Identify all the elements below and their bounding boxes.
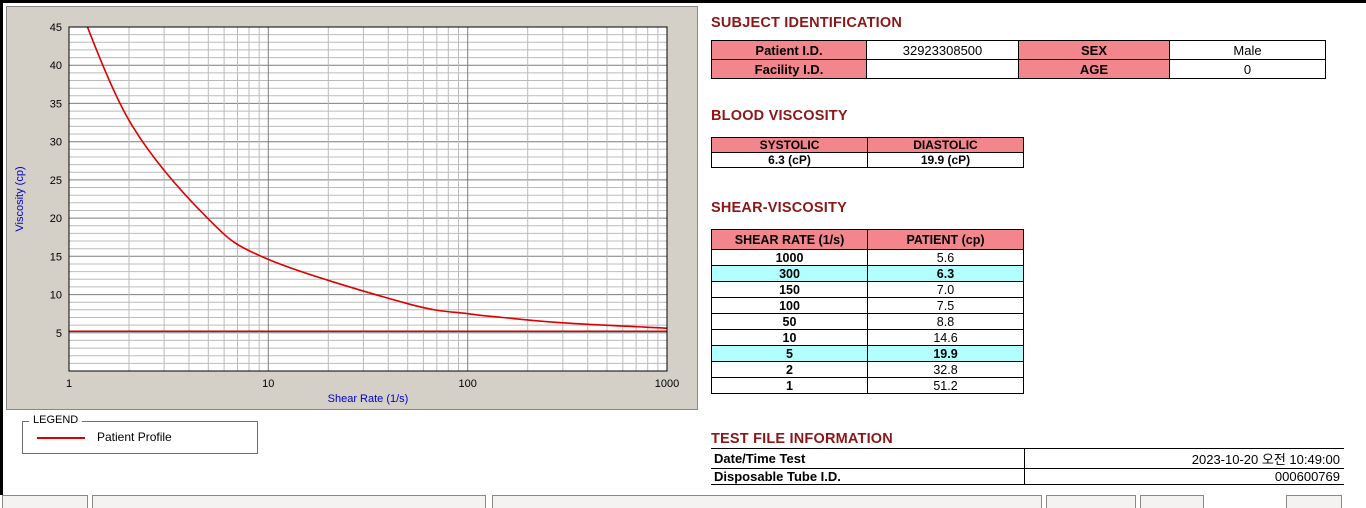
x-tick-label: 100	[459, 378, 477, 390]
shear-viscosity-row: 2 32.8	[711, 361, 1024, 378]
shear-viscosity-row: 1 51.2	[711, 377, 1024, 394]
age-value: 0	[1169, 59, 1326, 79]
shear-viscosity-chart: 5 10 15 20 25 30 35 40 45 1 10 100 1000 Shear Rate (1…	[14, 22, 679, 405]
table-row: Disposable Tube I.D. 000600769	[711, 468, 1344, 485]
subject-identification-title: SUBJECT IDENTIFICATION	[711, 15, 903, 31]
y-axis-label: Viscosity (cp)	[14, 166, 26, 231]
table-header-row: SHEAR RATE (1/s) PATIENT (cp)	[711, 229, 1024, 250]
shear-viscosity-row: 1000 5.6	[711, 249, 1024, 266]
diastolic-header: DIASTOLIC	[867, 137, 1024, 153]
table-row: Facility I.D. AGE 0	[711, 59, 1326, 79]
subject-identification-table: Patient I.D. 32923308500 SEX Male Facili…	[711, 40, 1326, 79]
window-border-top	[0, 0, 1366, 3]
systolic-header: SYSTOLIC	[711, 137, 868, 153]
facility-id-value	[866, 59, 1019, 79]
window-border-left	[0, 0, 3, 495]
patient-value-cell: 8.8	[867, 313, 1024, 330]
diastolic-value: 19.9 (cP)	[867, 152, 1024, 168]
shear-viscosity-row: 100 7.5	[711, 297, 1024, 314]
shear-viscosity-table: SHEAR RATE (1/s) PATIENT (cp) 1000 5.6 300…	[711, 229, 1024, 394]
shear-rate-cell: 300	[711, 265, 868, 282]
bottom-partial-button-4[interactable]	[1046, 495, 1136, 508]
patient-value-cell: 14.6	[867, 329, 1024, 346]
y-tick-label: 5	[56, 328, 62, 340]
patient-id-label: Patient I.D.	[711, 40, 867, 60]
shear-rate-cell: 150	[711, 281, 868, 298]
test-file-information-title: TEST FILE INFORMATION	[711, 431, 893, 447]
shear-viscosity-row: 300 6.3	[711, 265, 1024, 282]
shear-rate-cell: 50	[711, 313, 868, 330]
x-tick-label: 1000	[655, 378, 679, 390]
y-tick-label: 15	[50, 251, 62, 263]
patient-value-cell: 5.6	[867, 249, 1024, 266]
x-axis-label: Shear Rate (1/s)	[328, 393, 409, 405]
test-file-information-table: Date/Time Test 2023-10-20 오전 10:49:00 Di…	[711, 448, 1344, 485]
y-tick-label: 45	[50, 22, 62, 34]
shear-rate-cell: 5	[711, 345, 868, 362]
table-row: Date/Time Test 2023-10-20 오전 10:49:00	[711, 448, 1344, 469]
y-tick-label: 30	[50, 137, 62, 149]
y-tick-label: 10	[50, 290, 62, 302]
shear-viscosity-row: 10 14.6	[711, 329, 1024, 346]
y-tick-label: 25	[50, 175, 62, 187]
table-row: Patient I.D. 32923308500 SEX Male	[711, 40, 1326, 60]
blood-viscosity-table: SYSTOLIC DIASTOLIC 6.3 (cP) 19.9 (cP)	[711, 137, 1024, 168]
shear-rate-cell: 1	[711, 377, 868, 394]
sex-label: SEX	[1018, 40, 1170, 60]
bottom-partial-button-2[interactable]	[92, 495, 486, 508]
x-tick-label: 1	[66, 378, 72, 390]
legend-line-sample	[37, 437, 85, 439]
blood-viscosity-title: BLOOD VISCOSITY	[711, 108, 848, 124]
sex-value: Male	[1169, 40, 1326, 60]
patient-value-header: PATIENT (cp)	[867, 229, 1024, 250]
bottom-partial-button-5[interactable]	[1140, 495, 1204, 508]
legend-box-label: LEGEND	[29, 414, 83, 426]
shear-rate-cell: 100	[711, 297, 868, 314]
table-row: SYSTOLIC DIASTOLIC	[711, 137, 1024, 153]
age-label: AGE	[1018, 59, 1170, 79]
bottom-partial-button-3[interactable]	[492, 495, 1042, 508]
table-row: 6.3 (cP) 19.9 (cP)	[711, 152, 1024, 168]
patient-value-cell: 7.0	[867, 281, 1024, 298]
shear-rate-cell: 1000	[711, 249, 868, 266]
patient-value-cell: 6.3	[867, 265, 1024, 282]
shear-viscosity-body: 1000 5.6 300 6.3 150 7.0 100 7.5 50 8.8 10 14.6 5 19.…	[711, 249, 1024, 394]
disposable-tube-id-value: 000600769	[1024, 468, 1344, 485]
systolic-value: 6.3 (cP)	[711, 152, 868, 168]
patient-value-cell: 32.8	[867, 361, 1024, 378]
bottom-partial-button-1[interactable]	[2, 495, 88, 508]
patient-profile-curve	[86, 27, 667, 329]
x-tick-label: 10	[262, 378, 274, 390]
legend-box: LEGEND Patient Profile	[22, 414, 258, 454]
patient-value-cell: 19.9	[867, 345, 1024, 362]
facility-id-label: Facility I.D.	[711, 59, 867, 79]
bottom-partial-button-6[interactable]	[1286, 495, 1342, 508]
shear-rate-cell: 10	[711, 329, 868, 346]
y-tick-label: 40	[50, 60, 62, 72]
date-time-test-value: 2023-10-20 오전 10:49:00	[1024, 448, 1344, 469]
shear-rate-cell: 2	[711, 361, 868, 378]
shear-viscosity-title: SHEAR-VISCOSITY	[711, 200, 847, 216]
date-time-test-label: Date/Time Test	[711, 448, 1025, 469]
patient-id-value: 32923308500	[866, 40, 1019, 60]
shear-viscosity-row: 150 7.0	[711, 281, 1024, 298]
viscosity-chart-panel: 5 10 15 20 25 30 35 40 45 1 10 100 1000 Shear Rate (1…	[6, 6, 698, 410]
y-tick-label: 35	[50, 98, 62, 110]
shear-rate-header: SHEAR RATE (1/s)	[711, 229, 868, 250]
disposable-tube-id-label: Disposable Tube I.D.	[711, 468, 1025, 485]
shear-viscosity-row: 5 19.9	[711, 345, 1024, 362]
patient-value-cell: 51.2	[867, 377, 1024, 394]
y-tick-label: 20	[50, 213, 62, 225]
patient-value-cell: 7.5	[867, 297, 1024, 314]
shear-viscosity-row: 50 8.8	[711, 313, 1024, 330]
legend-series-label: Patient Profile	[97, 430, 172, 444]
